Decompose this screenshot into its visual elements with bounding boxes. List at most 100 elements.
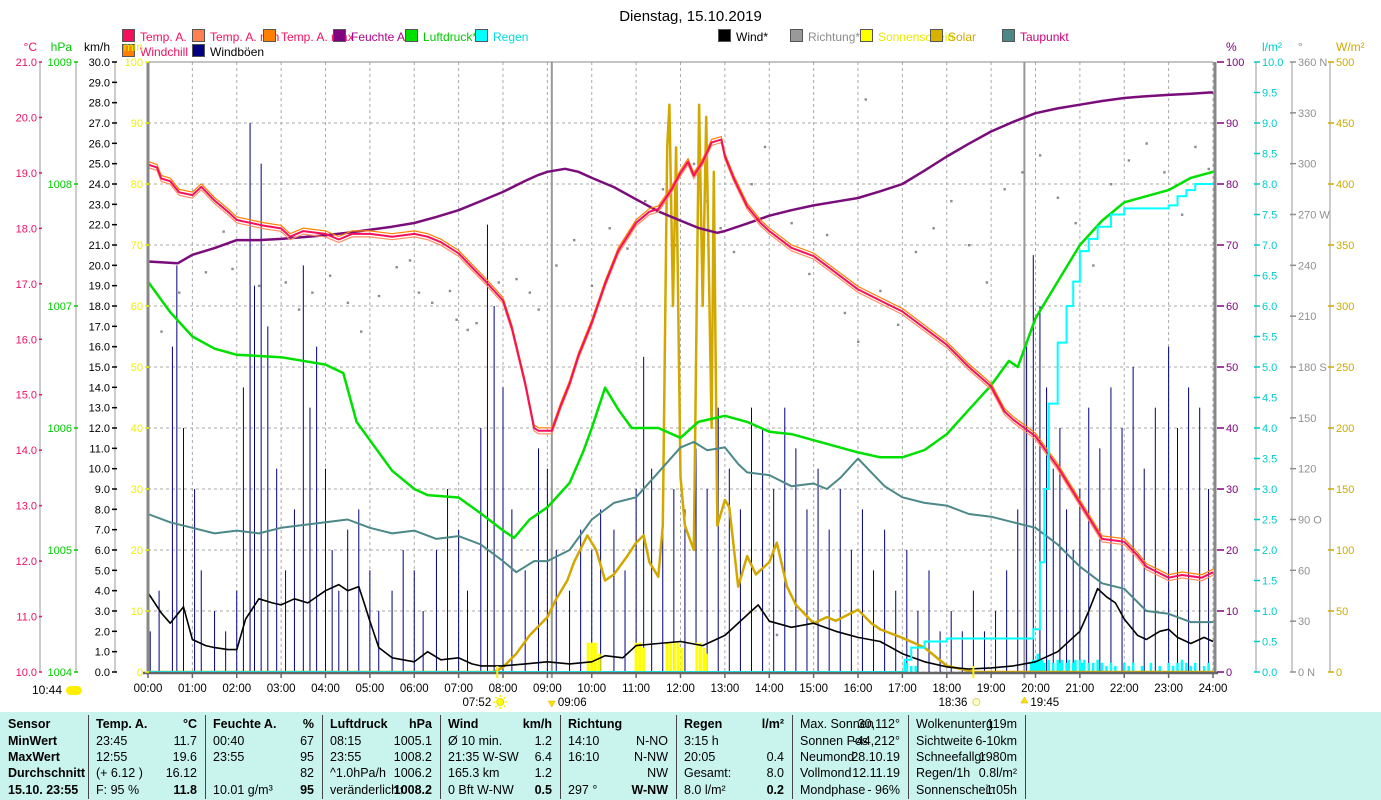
svg-text:12.0: 12.0: [89, 423, 110, 435]
stat-label: 21:35 W-SW: [448, 750, 519, 764]
col-header: Richtung: [568, 717, 623, 731]
svg-text:40: 40: [1226, 423, 1238, 435]
svg-text:330: 330: [1298, 108, 1316, 120]
stat-value: 19.6: [172, 750, 197, 764]
legend-swatch-icon: [192, 29, 205, 42]
svg-text:°C: °C: [24, 40, 38, 54]
col-unit: hPa: [409, 717, 432, 731]
svg-text:%: %: [1226, 40, 1237, 54]
svg-text:16:00: 16:00: [844, 683, 873, 695]
legend-label: Feuchte A.*: [351, 30, 414, 44]
info-value: -44,212°: [852, 734, 900, 748]
legend-swatch-icon: [122, 44, 135, 57]
x-axis-labels: 00:00 01:00 02:00 03:00 04:00 05:00 06:00 07:00…: [134, 673, 1228, 695]
stat-label: [568, 765, 630, 781]
legend-swatch-icon: [930, 29, 943, 42]
legend-item-richtung-: Richtung*: [790, 29, 861, 44]
svg-text:26.0: 26.0: [89, 138, 110, 150]
legend-swatch-icon: [263, 29, 276, 42]
stat-label: 10.01 g/m³: [213, 783, 273, 797]
legend-swatch-icon: [192, 44, 205, 57]
svg-text:6.0: 6.0: [95, 545, 110, 557]
svg-text:5.0: 5.0: [95, 565, 110, 577]
moonset-time: 10:44: [32, 683, 63, 697]
svg-text:4.0: 4.0: [1262, 423, 1277, 435]
stat-value: W-NW: [631, 783, 668, 797]
stat-value: 1008.2: [393, 783, 432, 797]
stat-label: 08:15: [330, 734, 362, 748]
svg-text:16.0: 16.0: [16, 334, 37, 346]
svg-text:1.0: 1.0: [95, 647, 110, 659]
legend-label: Regen: [493, 30, 529, 44]
svg-text:2.0: 2.0: [95, 626, 110, 638]
svg-text:0 N: 0 N: [1298, 667, 1315, 679]
svg-text:24:00: 24:00: [1199, 683, 1228, 695]
svg-text:22:00: 22:00: [1110, 683, 1139, 695]
row-label: 15.10. 23:55: [8, 783, 79, 797]
info-label: Mondphase: [800, 783, 866, 797]
svg-text:14.0: 14.0: [89, 382, 110, 394]
legend-swatch-icon: [122, 29, 135, 42]
svg-text:09:00: 09:00: [533, 683, 562, 695]
legend-label: Temp. A.: [140, 30, 187, 44]
svg-text:4.5: 4.5: [1262, 393, 1277, 405]
svg-text:1004: 1004: [48, 667, 72, 679]
stat-label: 12:55: [96, 750, 128, 764]
stats-table: Sensor MinWert MaxWert Durchschnitt 15.10. 2…: [0, 710, 1381, 800]
chart-legend: Temp. A. Temp. A. min Temp. A. max Feuchte …: [0, 0, 1381, 60]
svg-text:°: °: [1298, 40, 1303, 54]
svg-text:180 S: 180 S: [1298, 362, 1327, 374]
svg-text:17.0: 17.0: [89, 321, 110, 333]
svg-text:19.0: 19.0: [89, 281, 110, 293]
stat-value: 11.8: [173, 783, 197, 797]
svg-text:30: 30: [1226, 484, 1238, 496]
stat-label: veränderlich↑: [330, 783, 405, 797]
svg-text:3.0: 3.0: [95, 606, 110, 618]
stat-label: Gesamt:: [684, 766, 732, 780]
table-separator: [908, 715, 909, 799]
legend-item-temp-a-: Temp. A.: [122, 29, 187, 44]
series-wind: [147, 583, 1214, 670]
svg-text:01:00: 01:00: [178, 683, 207, 695]
svg-text:17:00: 17:00: [888, 683, 917, 695]
svg-text:22.0: 22.0: [89, 220, 110, 232]
svg-text:40: 40: [131, 423, 143, 435]
legend-label: Wind*: [736, 30, 769, 44]
svg-text:11:00: 11:00: [622, 683, 650, 695]
svg-text:04:00: 04:00: [311, 683, 340, 695]
legend-swatch-icon: [790, 29, 803, 42]
svg-text:5.5: 5.5: [1262, 332, 1277, 344]
svg-text:1009: 1009: [48, 57, 72, 69]
svg-text:150: 150: [1336, 484, 1354, 496]
svg-text:km/h: km/h: [84, 40, 110, 54]
svg-text:100: 100: [1226, 57, 1244, 69]
svg-text:8.0: 8.0: [1262, 179, 1277, 191]
series-regen: [148, 183, 1213, 673]
svg-text:19.0: 19.0: [16, 168, 37, 180]
svg-text:13:00: 13:00: [710, 683, 739, 695]
svg-text:18.0: 18.0: [89, 301, 110, 313]
svg-text:7.0: 7.0: [1262, 240, 1277, 252]
row-label: Sensor: [8, 717, 51, 731]
stat-value: NW: [647, 766, 668, 780]
legend-item-temp-a-min: Temp. A. min: [192, 29, 279, 44]
info-value: 30,112°: [857, 717, 900, 731]
svg-text:4.0: 4.0: [95, 586, 110, 598]
legend-swatch-icon: [860, 29, 873, 42]
axis-lm: 0.0 0.5 1.0 1.5 2.0 2.5 3.0 3.5 4.0 4.5 5.0 5.5 6.0 6…: [1254, 40, 1283, 679]
weather-chart-svg: 10.0 11.0 12.0 13.0 14.0 15.0 16.0 17.0 18.0 19.0…: [16, 40, 1365, 709]
svg-text:20.0: 20.0: [89, 260, 110, 272]
svg-text:15:00: 15:00: [799, 683, 828, 695]
svg-text:0: 0: [137, 667, 143, 679]
svg-text:25.0: 25.0: [89, 159, 110, 171]
stat-label: 165.3 km: [448, 766, 500, 780]
legend-label: Richtung*: [808, 30, 861, 44]
svg-text:120: 120: [1298, 464, 1316, 476]
svg-text:20:00: 20:00: [1021, 683, 1050, 695]
legend-swatch-icon: [475, 29, 488, 42]
svg-text:24.0: 24.0: [89, 179, 110, 191]
stat-value: 1006.2: [393, 766, 432, 780]
svg-text:11.0: 11.0: [16, 612, 37, 624]
svg-text:20: 20: [131, 545, 143, 557]
